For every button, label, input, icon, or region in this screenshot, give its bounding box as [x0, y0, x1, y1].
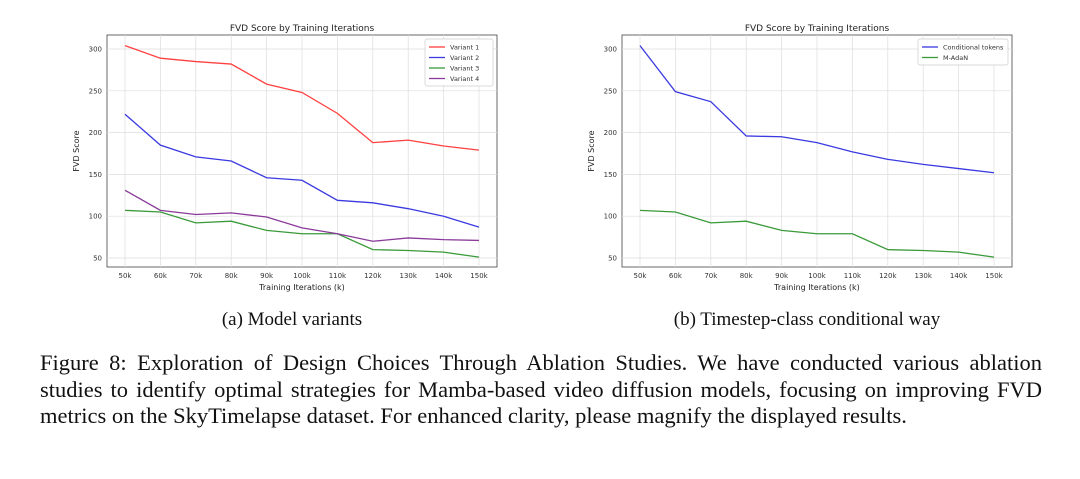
legend-label: Variant 3	[450, 65, 479, 73]
x-tick-label: 130k	[914, 272, 932, 280]
x-axis-label: Training Iterations (k)	[258, 283, 345, 292]
x-tick-label: 60k	[154, 272, 168, 280]
x-tick-label: 130k	[399, 272, 417, 280]
y-tick-label: 300	[604, 46, 617, 54]
series-line-variant-2	[124, 113, 480, 228]
legend-label: Conditional tokens	[943, 44, 1004, 52]
subcaption-b: (b) Timestep-class conditional way	[673, 309, 941, 330]
legend-label: Variant 2	[450, 54, 479, 62]
x-tick-label: 120k	[364, 272, 382, 280]
x-tick-label: 150k	[470, 272, 488, 280]
x-tick-label: 100k	[808, 272, 826, 280]
chart-title: FVD Score by Training Iterations	[230, 24, 375, 34]
chart-title: FVD Score by Training Iterations	[745, 24, 890, 34]
legend-label: M-AdaN	[943, 54, 968, 62]
x-tick-label: 150k	[985, 272, 1003, 280]
figure-charts: 50k 60k 70k 80k 90k 100k 110k 120k 130k 140k 150k 5…	[72, 24, 1013, 292]
x-tick-label: 100k	[293, 272, 311, 280]
y-tick-label: 250	[604, 87, 617, 95]
y-tick-label: 100	[89, 213, 102, 221]
y-tick-label: 50	[608, 255, 617, 263]
x-tick-label: 120k	[879, 272, 897, 280]
x-tick-label: 110k	[844, 272, 862, 280]
x-tick-label: 140k	[435, 272, 453, 280]
series-line-m-adan	[639, 209, 995, 258]
legend-label: Variant 1	[450, 44, 479, 52]
series-line-variant-4	[124, 189, 480, 242]
x-tick-label: 70k	[704, 272, 718, 280]
series-line-conditional-tokens	[639, 45, 995, 174]
legend	[424, 38, 494, 87]
x-tick-label: 90k	[775, 272, 789, 280]
y-tick-label: 300	[89, 46, 102, 54]
series-line-variant-3	[124, 209, 480, 258]
y-tick-label: 150	[604, 171, 617, 179]
x-tick-label: 80k	[225, 272, 239, 280]
x-axis-label: Training Iterations (k)	[773, 283, 860, 292]
x-tick-label: 90k	[260, 272, 274, 280]
y-axis-label: FVD Score	[72, 130, 81, 171]
x-tick-label: 50k	[119, 272, 133, 280]
y-axis-label: FVD Score	[587, 130, 596, 171]
x-tick-label: 80k	[740, 272, 754, 280]
y-tick-label: 50	[93, 255, 102, 263]
series-line-variant-1	[124, 45, 480, 151]
y-tick-label: 200	[89, 129, 102, 137]
figure-caption: Figure 8: Exploration of Design Choices …	[40, 350, 1042, 428]
y-tick-label: 200	[604, 129, 617, 137]
x-tick-label: 140k	[950, 272, 968, 280]
y-tick-label: 250	[89, 87, 102, 95]
subcaption-a: (a) Model variants	[221, 309, 363, 330]
y-tick-label: 150	[89, 171, 102, 179]
x-tick-label: 60k	[669, 272, 683, 280]
legend	[917, 38, 1009, 66]
x-tick-label: 110k	[329, 272, 347, 280]
legend-label: Variant 4	[450, 75, 479, 83]
x-tick-label: 50k	[634, 272, 648, 280]
x-tick-label: 70k	[189, 272, 203, 280]
y-tick-label: 100	[604, 213, 617, 221]
